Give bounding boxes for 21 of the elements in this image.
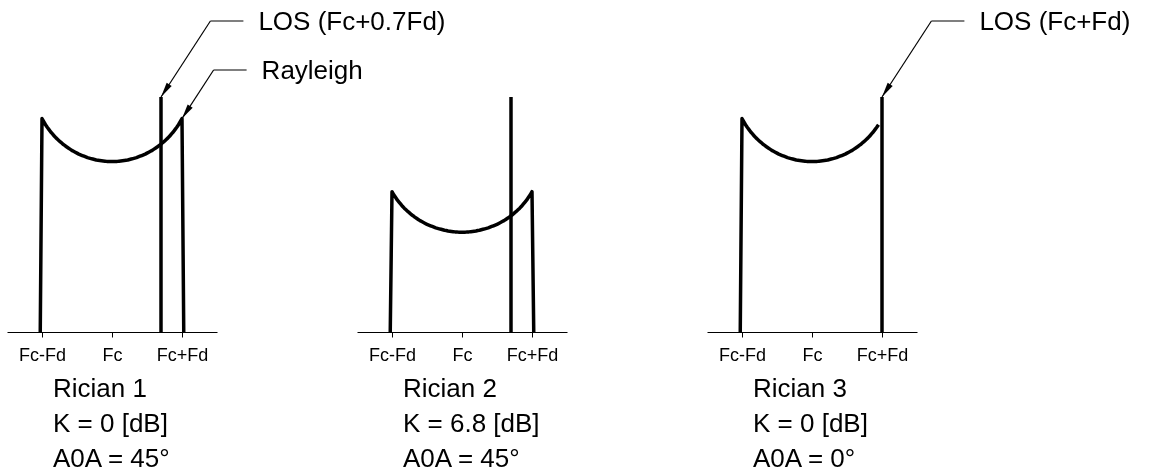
x-tick-label: Fc+Fd: [856, 344, 909, 365]
x-tick-label: Fc: [102, 344, 123, 365]
legend-label: LOS (Fc+Fd): [979, 6, 1131, 36]
legend-label: LOS (Fc+0.7Fd): [258, 6, 446, 36]
x-tick-label: Fc-Fd: [19, 344, 66, 365]
legend-label: Rayleigh: [261, 55, 363, 85]
text: A0A = 45°: [403, 443, 520, 471]
text: A0A = 45°: [53, 443, 170, 471]
text: K = 6.8 [dB]: [403, 408, 540, 438]
text: Rician 2: [403, 373, 497, 403]
x-tick-label: Fc: [452, 344, 473, 365]
x-tick-label: Fc-Fd: [719, 344, 766, 365]
x-tick-label: Fc+Fd: [506, 344, 559, 365]
text: A0A = 0°: [753, 443, 856, 471]
x-tick-label: Fc+Fd: [156, 344, 209, 365]
text: K = 0 [dB]: [753, 408, 868, 438]
x-tick-label: Fc: [802, 344, 823, 365]
text: Rician 1: [53, 373, 147, 403]
text: Rician 3: [753, 373, 847, 403]
text: K = 0 [dB]: [53, 408, 168, 438]
x-tick-label: Fc-Fd: [369, 344, 416, 365]
